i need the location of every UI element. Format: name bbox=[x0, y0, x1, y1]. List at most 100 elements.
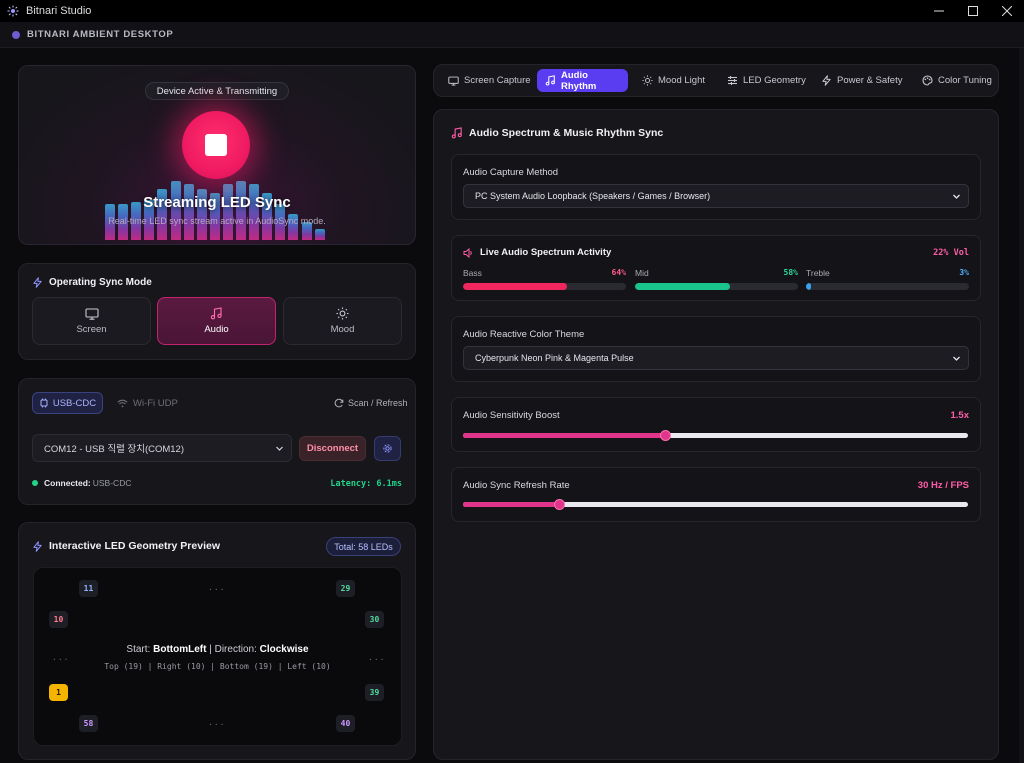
refresh-rate-label: Audio Sync Refresh Rate bbox=[463, 480, 570, 491]
audio-panel-title-text: Audio Spectrum & Music Rhythm Sync bbox=[469, 127, 664, 139]
scan-refresh-label: Scan / Refresh bbox=[348, 398, 408, 408]
brand-dot-icon bbox=[12, 30, 20, 39]
tab-led-geometry[interactable]: LED Geometry bbox=[719, 69, 814, 92]
start-value: BottomLeft bbox=[153, 644, 207, 655]
tab-color-tuning-label: Color Tuning bbox=[938, 75, 992, 86]
hero-spectrum-bar bbox=[314, 229, 325, 240]
window-scrollbar[interactable] bbox=[1019, 48, 1024, 763]
hero-spectrum-bar bbox=[170, 181, 181, 240]
top-edge-dots: ... bbox=[208, 583, 226, 592]
com-port-select[interactable]: COM12 - USB 직렬 장치(COM12) bbox=[32, 434, 292, 462]
led-marker-bottom-right[interactable]: 40 bbox=[336, 715, 355, 732]
chevron-down-icon bbox=[952, 192, 961, 201]
capture-method-label: Audio Capture Method bbox=[463, 167, 559, 178]
geometry-title-text: Interactive LED Geometry Preview bbox=[49, 540, 220, 552]
spectrum-title-text: Live Audio Spectrum Activity bbox=[480, 247, 612, 258]
bolt-icon bbox=[32, 540, 43, 552]
bolt-icon bbox=[821, 75, 832, 86]
mode-audio-label: Audio bbox=[204, 324, 229, 335]
color-theme-label: Audio Reactive Color Theme bbox=[463, 329, 585, 340]
wifi-udp-tab[interactable]: Wi-Fi UDP bbox=[117, 392, 178, 414]
volume-readout: 22% Vol bbox=[933, 248, 969, 258]
hero-spectrum-bar bbox=[249, 184, 260, 240]
refresh-rate-slider-fill bbox=[463, 502, 559, 507]
tab-mood-light[interactable]: Mood Light bbox=[634, 69, 713, 92]
tab-audio-rhythm-label: Audio Rhythm bbox=[561, 69, 597, 92]
gear-icon bbox=[383, 444, 392, 453]
mode-screen-button[interactable]: Screen bbox=[32, 297, 151, 345]
chevron-down-icon bbox=[275, 444, 284, 453]
tab-color-tuning[interactable]: Color Tuning bbox=[914, 69, 1000, 92]
sensitivity-slider-thumb[interactable] bbox=[660, 430, 671, 441]
sun-icon bbox=[336, 307, 349, 320]
minimize-icon bbox=[934, 10, 944, 12]
latency-readout: Latency: 6.1ms bbox=[330, 479, 402, 489]
bass-meter bbox=[463, 283, 626, 290]
feature-tabs-bar bbox=[433, 64, 999, 97]
mode-mood-label: Mood bbox=[330, 324, 355, 335]
chip-icon bbox=[39, 398, 49, 408]
stream-title: Streaming LED Sync bbox=[143, 194, 291, 211]
app-brand: BITNARI AMBIENT DESKTOP bbox=[27, 29, 174, 40]
refresh-rate-slider[interactable] bbox=[463, 499, 968, 510]
hero-spectrum-bar bbox=[301, 222, 312, 240]
direction-label: Direction: bbox=[214, 644, 257, 655]
refresh-rate-slider-thumb[interactable] bbox=[553, 499, 565, 510]
tab-screen-capture[interactable]: Screen Capture bbox=[440, 69, 539, 92]
hero-spectrum-bar bbox=[275, 204, 286, 240]
led-marker-left-upper[interactable]: 10 bbox=[49, 611, 68, 628]
hero-spectrum-bar bbox=[144, 200, 155, 240]
geometry-title: Interactive LED Geometry Preview bbox=[32, 540, 220, 552]
usb-cdc-tab[interactable]: USB-CDC bbox=[32, 392, 103, 414]
minimize-button[interactable] bbox=[922, 0, 956, 22]
sync-mode-title-text: Operating Sync Mode bbox=[49, 277, 152, 288]
connection-settings-button[interactable] bbox=[374, 436, 401, 461]
tab-audio-rhythm[interactable]: Audio Rhythm bbox=[537, 69, 628, 92]
mode-mood-button[interactable]: Mood bbox=[283, 297, 402, 345]
hero-spectrum-bar bbox=[236, 181, 246, 240]
window-controls bbox=[922, 0, 1024, 22]
audio-panel-title: Audio Spectrum & Music Rhythm Sync bbox=[451, 127, 663, 139]
start-label: Start: bbox=[126, 644, 151, 655]
led-marker-top-left[interactable]: 11 bbox=[79, 580, 98, 597]
maximize-button[interactable] bbox=[956, 0, 990, 22]
stop-stream-button[interactable] bbox=[182, 111, 250, 179]
color-theme-select[interactable]: Cyberpunk Neon Pink & Magenta Pulse bbox=[463, 346, 969, 370]
scan-refresh-button[interactable]: Scan / Refresh bbox=[334, 392, 408, 414]
close-window-button[interactable] bbox=[990, 0, 1024, 22]
tab-power-safety-label: Power & Safety bbox=[837, 75, 903, 86]
music-note-icon bbox=[451, 127, 463, 139]
led-marker-bottom-left[interactable]: 58 bbox=[79, 715, 98, 732]
sensitivity-slider[interactable] bbox=[463, 430, 968, 441]
wifi-udp-tab-label: Wi-Fi UDP bbox=[133, 397, 178, 409]
mid-label: Mid bbox=[635, 268, 649, 278]
connection-status-label: Connected: bbox=[44, 478, 91, 488]
connection-status-value: USB-CDC bbox=[92, 478, 132, 488]
led-marker-right-lower[interactable]: 39 bbox=[365, 684, 384, 701]
tab-screen-capture-label: Screen Capture bbox=[464, 75, 531, 86]
hero-spectrum-bar bbox=[157, 189, 168, 240]
mode-audio-button[interactable]: Audio bbox=[157, 297, 276, 345]
edge-led-counts: Top (19) | Right (10) | Bottom (19) | Le… bbox=[104, 662, 331, 671]
hero-spectrum-bar bbox=[262, 193, 273, 240]
disconnect-button[interactable]: Disconnect bbox=[299, 436, 366, 461]
left-edge-dots: ... bbox=[52, 653, 70, 662]
palette-icon bbox=[922, 75, 933, 86]
led-marker-top-right[interactable]: 29 bbox=[336, 580, 355, 597]
led-marker-start[interactable]: 1 bbox=[49, 684, 68, 701]
led-marker-right-upper[interactable]: 30 bbox=[365, 611, 384, 628]
monitor-icon bbox=[84, 307, 99, 320]
tab-power-safety[interactable]: Power & Safety bbox=[813, 69, 910, 92]
app-logo-icon bbox=[6, 4, 20, 18]
hero-spectrum-bar bbox=[118, 204, 129, 240]
monitor-icon bbox=[448, 76, 459, 86]
start-separator: | bbox=[209, 644, 212, 655]
capture-method-value: PC System Audio Loopback (Speakers / Gam… bbox=[475, 191, 711, 201]
hero-spectrum-bar bbox=[196, 189, 207, 240]
refresh-rate-value: 30 Hz / FPS bbox=[917, 480, 969, 491]
geometry-start-direction: Start: BottomLeft | Direction: Clockwise bbox=[33, 644, 402, 655]
bass-meter-fill bbox=[463, 283, 568, 290]
refresh-rate-section bbox=[451, 467, 981, 522]
music-note-icon bbox=[545, 75, 556, 86]
capture-method-select[interactable]: PC System Audio Loopback (Speakers / Gam… bbox=[463, 184, 969, 208]
